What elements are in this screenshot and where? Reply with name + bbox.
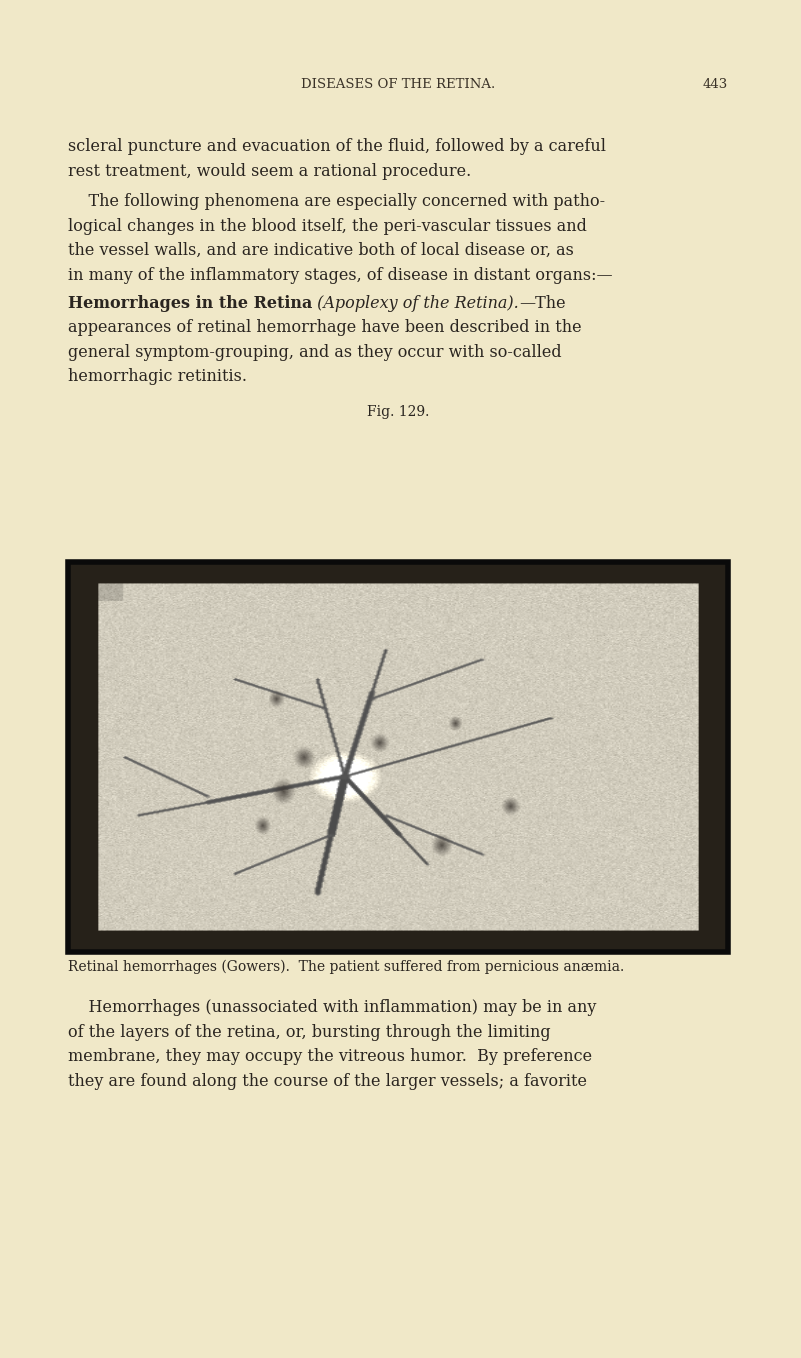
Text: logical changes in the blood itself, the peri-vascular tissues and: logical changes in the blood itself, the…	[68, 217, 587, 235]
Text: scleral puncture and evacuation of the fluid, followed by a careful: scleral puncture and evacuation of the f…	[68, 139, 606, 155]
Text: Hemorrhages in the Retina: Hemorrhages in the Retina	[68, 295, 312, 312]
Text: 443: 443	[702, 77, 728, 91]
Text: hemorrhagic retinitis.: hemorrhagic retinitis.	[68, 368, 247, 386]
Text: general symptom-grouping, and as they occur with so-called: general symptom-grouping, and as they oc…	[68, 344, 562, 361]
Text: in many of the inflammatory stages, of disease in distant organs:—: in many of the inflammatory stages, of d…	[68, 266, 613, 284]
Text: (Apoplexy of the Retina).: (Apoplexy of the Retina).	[312, 295, 519, 312]
Text: Retinal hemorrhages (Gowers).  The patient suffered from pernicious anæmia.: Retinal hemorrhages (Gowers). The patien…	[68, 960, 624, 975]
Text: of the layers of the retina, or, bursting through the limiting: of the layers of the retina, or, burstin…	[68, 1024, 550, 1040]
Text: the vessel walls, and are indicative both of local disease or, as: the vessel walls, and are indicative bot…	[68, 242, 574, 259]
Text: they are found along the course of the larger vessels; a favorite: they are found along the course of the l…	[68, 1073, 587, 1089]
Text: rest treatment, would seem a rational procedure.: rest treatment, would seem a rational pr…	[68, 163, 471, 179]
Text: DISEASES OF THE RETINA.: DISEASES OF THE RETINA.	[301, 77, 495, 91]
Text: The following phenomena are especially concerned with patho-: The following phenomena are especially c…	[68, 193, 605, 210]
Text: Fig. 129.: Fig. 129.	[367, 405, 429, 420]
Text: appearances of retinal hemorrhage have been described in the: appearances of retinal hemorrhage have b…	[68, 319, 582, 337]
Text: membrane, they may occupy the vitreous humor.  By preference: membrane, they may occupy the vitreous h…	[68, 1048, 592, 1065]
Text: —The: —The	[519, 295, 566, 312]
Text: Hemorrhages (unassociated with inflammation) may be in any: Hemorrhages (unassociated with inflammat…	[68, 999, 597, 1016]
